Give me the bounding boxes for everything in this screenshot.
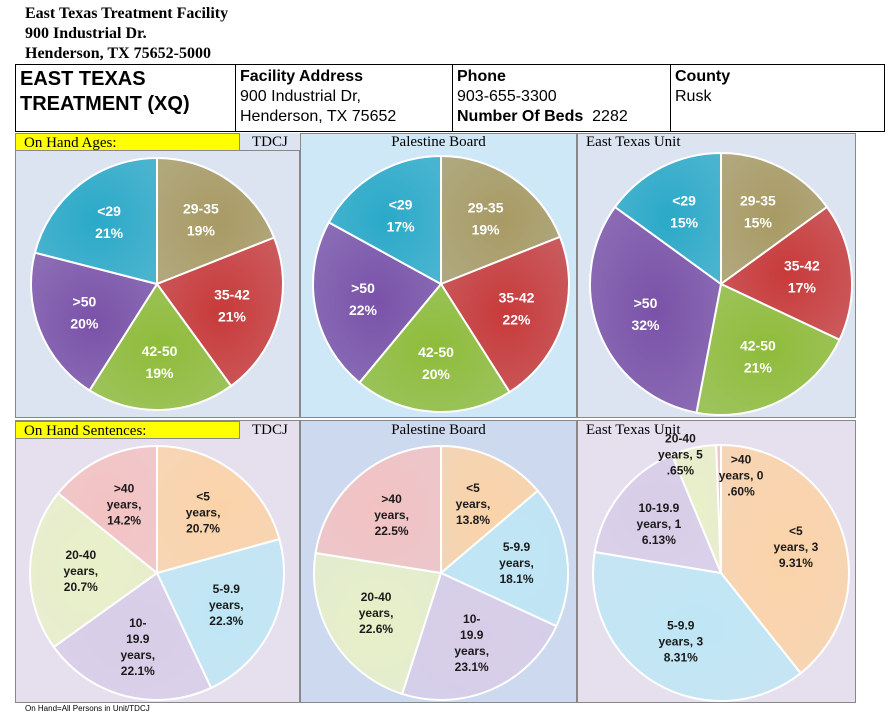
footer-note: On Hand=All Persons in Unit/TDCJ <box>25 704 150 713</box>
pie-chart-sentences-5: <5 years, 3 9.31% 5-9.9 years, 3 8.31% 10-19.9… <box>592 432 850 702</box>
ages-palestine-title: Palestine Board <box>391 134 486 150</box>
facility-name-header: East Texas Treatment Facility <box>25 5 229 22</box>
facility-name-line1: EAST TEXAS <box>20 68 146 90</box>
pie-slice-10199-3 <box>52 571 213 701</box>
pie-chart-ages-1: 29-35 19% 35-42 22% 42-50 20% >50 22% <29 17% <box>312 154 570 413</box>
ages-tdcj-title: TDCJ <box>252 134 288 150</box>
sentences-section-label: On Hand Sentences: <box>15 421 240 439</box>
ages-section-label: On Hand Ages: <box>15 133 240 151</box>
address-line1: 900 Industrial Dr, <box>240 88 361 105</box>
pie-slice-5-4 <box>440 444 540 576</box>
pie-label-5-4: <5 years, 13.8% <box>456 481 491 527</box>
pie-label-40-4: >40 years, 22.5% <box>374 492 409 538</box>
county-cell: County Rusk <box>671 65 884 131</box>
pie-slice-29-2 <box>613 151 722 286</box>
pie-label-599-4: 5-9.9 years, 18.1% <box>499 540 534 586</box>
pie-label-10199-3: 10-19.9 years, 22.1% <box>120 616 155 678</box>
pie-chart-ages-2: 29-35 15%35-42 17% 42-50 21% >50 32% <29 15% <box>589 151 853 416</box>
pie-label-10199-5: 10-19.9 years, 1 6.13% <box>637 501 682 547</box>
pie-slice-3542-0 <box>155 236 284 388</box>
pie-chart-sentences-3: <5 years, 20.7% 5-9.9 years, 22.3% 10-19.9 year… <box>29 444 285 701</box>
address-cell: Facility Address 900 Industrial Dr, Hend… <box>236 65 453 131</box>
phone-label: Phone <box>457 68 506 85</box>
pie-label-4250-2: 42-50 21% <box>740 337 776 375</box>
pie-label-40-3: >40 years, 14.2% <box>107 482 142 528</box>
pie-label-2040-4: 20-40 years, 22.6% <box>359 590 394 636</box>
facility-city-header: Henderson, TX 75652-5000 <box>25 45 211 62</box>
pie-label-29-2: <29 15% <box>670 193 699 231</box>
pie-slice-4250-2 <box>695 282 841 416</box>
pie-label-2935-2: 29-35 15% <box>740 193 776 231</box>
pie-label-50-1: >50 22% <box>349 280 378 318</box>
pie-slice-2935-2 <box>720 151 829 286</box>
facility-name-cell: EAST TEXAS TREATMENT (XQ) <box>16 65 236 131</box>
pie-label-50-2: >50 32% <box>631 295 660 333</box>
pie-slice-4250-1 <box>358 282 511 413</box>
pie-slice-599-4 <box>439 489 569 628</box>
pie-label-29-1: <29 17% <box>387 197 416 235</box>
phone-cell: Phone 903-655-3300 Number Of Beds 2282 <box>453 65 671 131</box>
pie-slice-3542-2 <box>719 205 853 342</box>
pie-label-3542-1: 35-42 22% <box>499 289 535 327</box>
sentences-palestine-title: Palestine Board <box>391 422 486 438</box>
pie-label-2935-0: 29-35 19% <box>183 200 219 238</box>
pie-label-50-0: >50 20% <box>70 294 99 332</box>
pie-slice-10199-4 <box>400 571 558 701</box>
pie-slice-4250-0 <box>88 282 233 412</box>
pie-slice-50-0 <box>30 251 159 392</box>
pie-slice-599-3 <box>155 537 285 690</box>
phone-value: 903-655-3300 <box>457 88 557 105</box>
pie-label-29-0: <29 21% <box>95 203 124 241</box>
pie-label-3542-2: 35-42 17% <box>784 257 820 295</box>
pie-slice-5-5 <box>720 443 850 675</box>
facility-street-header: 900 Industrial Dr. <box>25 25 147 42</box>
pie-slice-40-5 <box>715 443 722 574</box>
county-value: Rusk <box>675 88 712 105</box>
pie-slice-2040-4 <box>313 551 443 696</box>
pie-slice-2040-3 <box>29 491 159 649</box>
pie-slice-50-1 <box>312 220 443 385</box>
pie-label-5-3: <5 years, 20.7% <box>186 490 221 536</box>
beds-value: 2282 <box>592 108 628 125</box>
pie-slice-40-4 <box>314 444 442 575</box>
address-label: Facility Address <box>240 68 364 85</box>
pie-label-40-5: >40 years, 0.60% <box>719 452 764 498</box>
pie-label-5-5: <5 years, 3 9.31% <box>774 524 819 570</box>
pie-label-2040-5: 20-40 years, 5.65% <box>658 432 703 478</box>
facility-info-table: EAST TEXAS TREATMENT (XQ) Facility Addre… <box>15 64 885 132</box>
pie-slice-3542-1 <box>439 235 570 394</box>
pie-slice-29-1 <box>327 154 442 286</box>
pie-label-2935-1: 29-35 19% <box>468 199 504 237</box>
pie-slice-599-5 <box>592 550 803 702</box>
sentences-eastunit-title: East Texas Unit <box>586 422 681 438</box>
pie-chart-ages-0: 29-35 19% 35-42 21% 42-50 19% >50 20% <29 21% <box>30 156 284 412</box>
beds-label: Number Of Beds <box>457 108 584 125</box>
pie-label-10199-4: 10-19.9 years, 23.1% <box>454 612 489 674</box>
pie-slice-2935-0 <box>156 156 276 286</box>
pie-label-599-5: 5-9.9 years, 3 8.31% <box>658 619 703 665</box>
address-line2: Henderson, TX 75652 <box>240 108 397 125</box>
county-label: County <box>675 68 731 85</box>
pie-slice-29-0 <box>33 156 158 286</box>
pie-chart-sentences-4: <5 years, 13.8%5-9.9 years, 18.1% 10-19.9 year… <box>313 444 569 701</box>
pie-label-4250-0: 42-50 19% <box>142 343 178 381</box>
pie-label-599-3: 5-9.9 years, 22.3% <box>209 582 244 628</box>
facility-name-line2: TREATMENT (XQ) <box>20 93 190 115</box>
pie-label-3542-0: 35-42 21% <box>214 287 250 325</box>
pie-slice-50-2 <box>589 205 723 414</box>
sentences-tdcj-title: TDCJ <box>252 422 288 438</box>
pie-label-4250-1: 42-50 20% <box>418 344 454 382</box>
pie-slice-5-3 <box>156 444 281 575</box>
pie-slice-2935-1 <box>440 154 562 286</box>
ages-eastunit-title: East Texas Unit <box>586 134 681 150</box>
pie-label-2040-3: 20-40 years, 20.7% <box>63 548 98 594</box>
pie-slice-40-3 <box>56 444 158 576</box>
pie-slice-10199-5 <box>593 453 723 575</box>
